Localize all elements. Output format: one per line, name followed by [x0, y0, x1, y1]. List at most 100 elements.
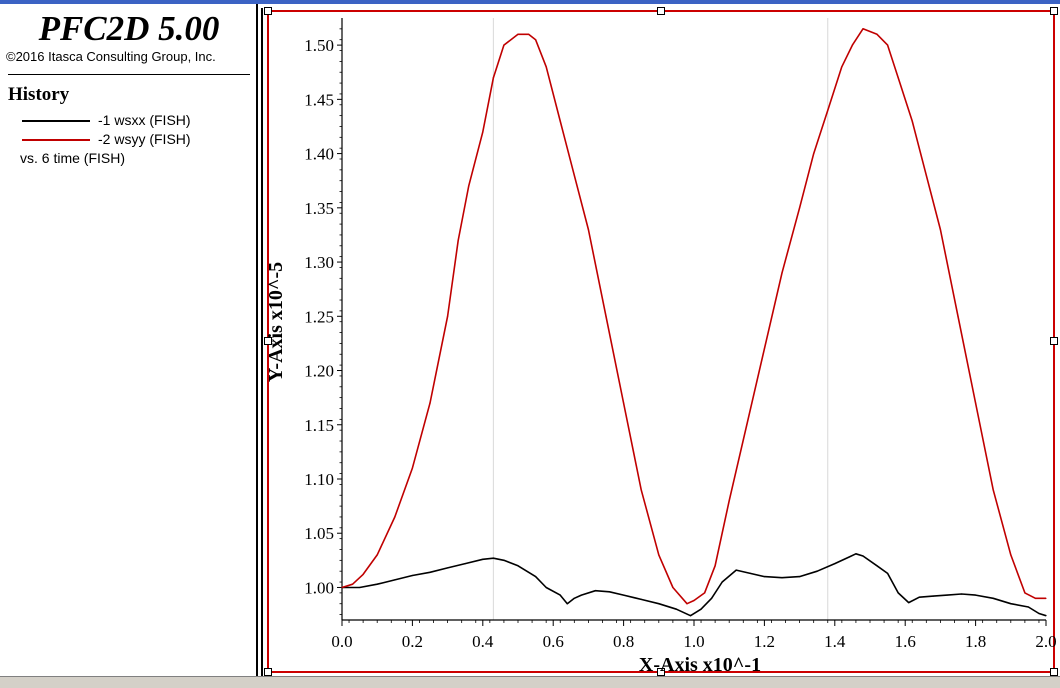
x-tick-label-3: 0.6 — [543, 632, 564, 651]
series-0-point-29 — [749, 572, 751, 574]
legend-panel: PFC2D 5.00 ©2016 Itasca Consulting Group… — [0, 4, 258, 676]
x-tick-label-5: 1.0 — [683, 632, 704, 651]
series-0-point-43 — [932, 595, 934, 597]
series-0-point-25 — [700, 608, 702, 610]
series-1-point-21 — [623, 402, 625, 404]
x-tick-label-6: 1.2 — [754, 632, 775, 651]
selection-frame — [267, 10, 1055, 673]
series-1-point-9 — [468, 185, 470, 187]
series-1-point-11 — [492, 77, 494, 79]
series-0-point-18 — [594, 590, 597, 592]
series-1-point-5 — [411, 467, 413, 469]
series-1-point-37 — [851, 44, 854, 46]
series-0-point-2 — [376, 583, 378, 585]
series-1-point-45 — [957, 315, 959, 317]
resize-handle-3[interactable] — [657, 7, 665, 15]
status-bar — [0, 676, 1060, 688]
series-1-point-14 — [527, 33, 530, 35]
series-1-point-13 — [517, 33, 519, 35]
resize-handles[interactable] — [264, 7, 1058, 676]
series-0-point-33 — [816, 570, 818, 572]
series-1-point-47 — [992, 489, 994, 491]
series-1-point-24 — [672, 586, 674, 589]
series-0-point-42 — [918, 596, 920, 598]
series-1-point-2 — [362, 573, 364, 576]
series-1-point-23 — [658, 554, 660, 556]
x-tick-label-9: 1.8 — [965, 632, 986, 651]
series-1-point-4 — [394, 516, 396, 518]
series-0-point-10 — [503, 559, 505, 561]
legend-vs-label: vs. 6 time (FISH) — [20, 150, 126, 166]
copyright-text: ©2016 Itasca Consulting Group, Inc. — [6, 49, 216, 64]
history-heading: History — [8, 84, 70, 105]
resize-handle-5[interactable] — [1050, 7, 1058, 15]
resize-handle-7[interactable] — [1050, 668, 1058, 676]
resize-handle-2[interactable] — [264, 668, 272, 676]
series-1-point-7 — [447, 315, 449, 317]
series-1-point-39 — [876, 33, 878, 35]
series-0-point-5 — [429, 571, 431, 573]
x-tick-label-1: 0.2 — [402, 632, 423, 651]
series-1-point-42 — [911, 120, 913, 122]
series-1-point-1 — [351, 583, 354, 585]
series-1-point-3 — [376, 554, 378, 556]
series-1-point-20 — [605, 315, 607, 317]
series-0-point-44 — [946, 594, 949, 596]
series-0-point-47 — [992, 597, 994, 599]
app-title: PFC2D 5.00 — [38, 9, 220, 48]
series-0-point-15 — [566, 603, 568, 605]
resize-handle-0[interactable] — [264, 7, 272, 15]
series-0-point-40 — [897, 592, 899, 594]
history-plot[interactable]: 1.00 1.05 1.10 1.15 1.20 1.25 1.30 1.35 1.40 1.45… — [260, 4, 1060, 676]
series-1-point-31 — [763, 348, 765, 350]
x-tick-label-8: 1.6 — [895, 632, 916, 651]
series-0-point-13 — [545, 586, 547, 589]
series-1-point-36 — [841, 66, 843, 68]
x-tick-label-10: 2.0 — [1035, 632, 1056, 651]
x-axis-label: X-Axis x10^-1 — [639, 654, 761, 676]
x-tick-label-7: 1.4 — [824, 632, 846, 651]
series-1-point-6 — [429, 402, 431, 404]
y-tick-label-9: 1.45 — [304, 90, 334, 109]
y-tick-label-6: 1.30 — [304, 253, 334, 272]
y-tick-label-0: 1.00 — [304, 578, 334, 597]
y-tick-label-3: 1.15 — [304, 416, 334, 435]
y-tick-label-1: 1.05 — [304, 524, 334, 543]
series-0-point-21 — [640, 598, 642, 600]
series-1-point-22 — [640, 489, 642, 491]
legend-label-wsyy: -2 wsyy (FISH) — [98, 131, 191, 147]
series-group — [341, 27, 1047, 617]
resize-handle-4[interactable] — [657, 668, 665, 676]
series-0-point-50 — [1038, 612, 1040, 615]
series-1-point-16 — [545, 66, 547, 68]
series-0-point-27 — [721, 581, 723, 583]
title-divider — [8, 74, 250, 75]
series-1-point-17 — [559, 120, 561, 122]
series-0-point-34 — [834, 562, 836, 565]
plot-frame[interactable]: 1.00 1.05 1.10 1.15 1.20 1.25 1.30 1.35 1.40 1.45… — [260, 4, 1060, 676]
resize-handle-1[interactable] — [264, 337, 272, 345]
series-1-point-41 — [897, 77, 899, 79]
resize-handle-6[interactable] — [1050, 337, 1058, 345]
series-0-point-41 — [908, 602, 910, 604]
series-1-point-49 — [1024, 592, 1026, 594]
series-0-point-19 — [608, 591, 611, 593]
series-0-point-45 — [960, 593, 963, 595]
series-1-point-44 — [939, 228, 942, 231]
series-0-point-26 — [711, 597, 713, 599]
series-1-point-10 — [482, 131, 484, 133]
series-0-point-8 — [482, 558, 484, 560]
series-0-point-38 — [876, 565, 878, 567]
legend-swatch-red — [22, 139, 90, 141]
series-0-point-49 — [1027, 606, 1029, 608]
x-tick-label-4: 0.8 — [613, 632, 634, 651]
series-1-point-25 — [686, 603, 688, 605]
series-0-point-28 — [735, 569, 737, 571]
series-1-point-43 — [925, 174, 927, 176]
series-0-point-1 — [359, 586, 361, 589]
series-1-point-48 — [1010, 554, 1012, 556]
series-0-point-35 — [848, 556, 850, 558]
legend-label-wsxx: -1 wsxx (FISH) — [98, 112, 191, 128]
series-1-point-51 — [1045, 597, 1047, 599]
series-1-point-29 — [728, 500, 730, 502]
